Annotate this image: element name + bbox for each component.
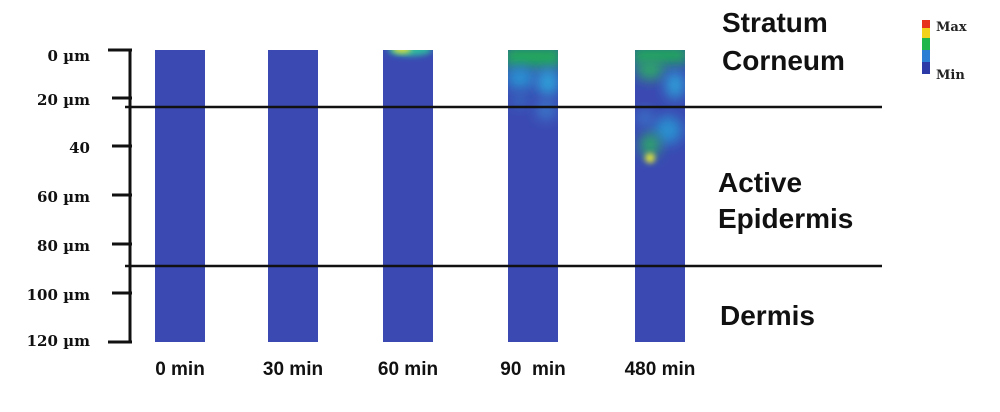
time-label-0min: 0 min	[155, 359, 205, 380]
signal-blob	[508, 50, 558, 68]
legend-swatch	[922, 50, 930, 62]
time-label-90min: 90 min	[500, 359, 565, 380]
signal-blob	[640, 133, 660, 157]
depth-axis: 0 µm 20 µm 40 60 µm 80 µm 100 µm 120 µm	[27, 47, 132, 350]
signal-blob	[512, 92, 528, 108]
depth-label-100: 100 µm	[27, 286, 91, 304]
signal-blob	[393, 50, 411, 53]
depth-label-60: 60 µm	[37, 188, 90, 206]
layer-label-active: Active	[718, 167, 802, 198]
signal-blob	[654, 116, 682, 144]
legend-swatch	[922, 38, 930, 50]
depth-label-20: 20 µm	[37, 91, 90, 109]
color-legend: Max Min	[922, 20, 967, 83]
signal-blob	[635, 50, 685, 64]
depth-label-80: 80 µm	[37, 237, 90, 255]
column-30min	[268, 50, 318, 342]
tissue-column	[268, 50, 318, 342]
legend-min-label: Min	[936, 68, 965, 83]
time-label-60min: 60 min	[378, 359, 438, 380]
signal-blob	[665, 71, 685, 99]
tissue-column	[155, 50, 205, 342]
depth-label-40: 40	[69, 139, 90, 157]
legend-swatch	[922, 28, 930, 38]
signal-blob	[636, 60, 664, 80]
legend-max-label: Max	[936, 20, 967, 35]
legend-swatch-max	[922, 20, 930, 28]
signal-blob	[536, 68, 558, 96]
signal-blob	[637, 110, 653, 126]
legend-swatch-min	[922, 62, 930, 74]
depth-label-120: 120 µm	[27, 332, 91, 350]
column-60min	[383, 50, 433, 342]
layer-label-corneum: Corneum	[722, 45, 845, 76]
column-480min	[635, 50, 685, 342]
layer-label-dermis: Dermis	[720, 300, 815, 331]
tissue-column	[383, 50, 433, 342]
depth-label-0: 0 µm	[47, 47, 90, 65]
time-label-30min: 30 min	[263, 359, 323, 380]
column-0min	[155, 50, 205, 342]
time-label-480min: 480 min	[625, 359, 696, 380]
column-90min	[508, 50, 558, 342]
layer-label-epidermis: Epidermis	[718, 203, 853, 234]
layer-label-stratum: Stratum	[722, 7, 828, 38]
signal-blob	[536, 100, 556, 120]
signal-blob	[508, 66, 534, 90]
signal-hotspot	[645, 153, 655, 163]
